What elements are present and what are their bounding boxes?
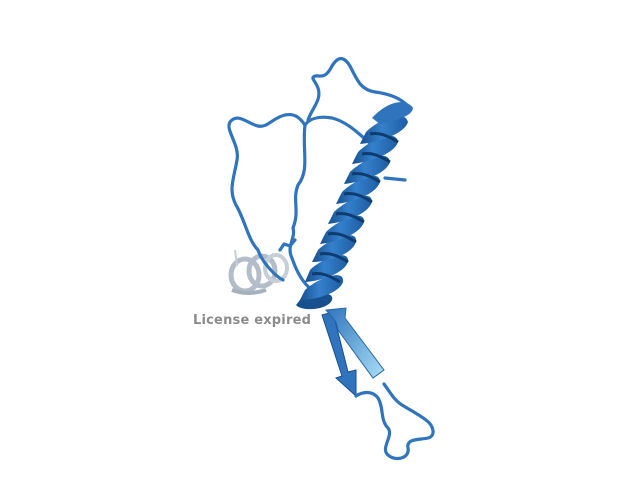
license-watermark: License expired [193, 313, 312, 328]
lower-loop-coil [354, 382, 435, 461]
beta-strand-right [325, 307, 385, 379]
background-helix [228, 249, 289, 295]
loop-coil [227, 57, 410, 302]
alpha-helix-ribbon [296, 102, 413, 310]
